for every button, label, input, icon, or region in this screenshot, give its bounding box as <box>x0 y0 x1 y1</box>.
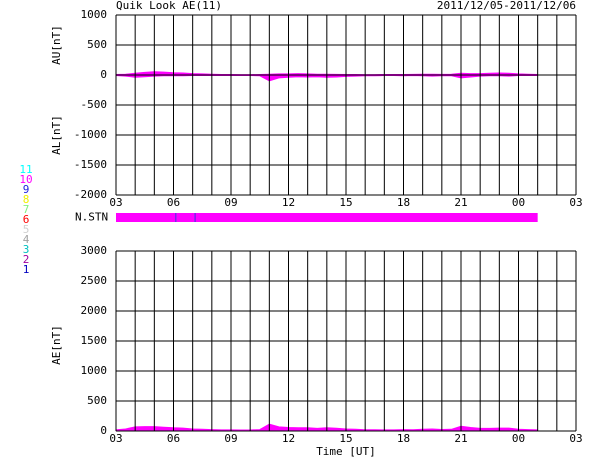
y-tick-label: -500 <box>81 98 108 111</box>
y-tick-label: 1000 <box>81 8 108 21</box>
station-segment <box>116 213 176 222</box>
y-tick-label: -1000 <box>74 128 107 141</box>
y-axis-label: AE[nT] <box>50 325 63 365</box>
legend-count: 9 <box>23 183 30 196</box>
y-tick-label: 1500 <box>81 334 108 347</box>
legend-count: 6 <box>23 213 30 226</box>
x-tick-label: 21 <box>454 432 467 445</box>
legend-count: 3 <box>23 243 30 256</box>
y-tick-label: 500 <box>87 394 107 407</box>
x-tick-label: 09 <box>224 196 237 209</box>
legend-count: 7 <box>23 203 30 216</box>
y-tick-label: 500 <box>87 38 107 51</box>
x-axis-label: Time [UT] <box>316 445 376 458</box>
x-tick-label: 00 <box>512 432 525 445</box>
y-tick-label: 1000 <box>81 364 108 377</box>
x-tick-label: 03 <box>569 196 582 209</box>
chart-title: Quik Look AE(11) <box>116 0 222 12</box>
legend-count: 4 <box>23 233 30 246</box>
y-tick-label: 0 <box>100 424 107 437</box>
x-tick-label: 00 <box>512 196 525 209</box>
x-tick-label: 12 <box>282 196 295 209</box>
station-segment <box>194 213 196 222</box>
y-axis-label: AU[nT] <box>50 25 63 65</box>
x-tick-label: 03 <box>109 196 122 209</box>
station-segment <box>176 213 195 222</box>
y-tick-label: 2500 <box>81 274 108 287</box>
data-area <box>115 71 539 76</box>
x-tick-label: 06 <box>167 432 180 445</box>
y-tick-label: -2000 <box>74 188 107 201</box>
station-segment <box>195 213 538 222</box>
stations-label: N.STN <box>75 211 108 224</box>
legend-count: 11 <box>19 163 32 176</box>
x-tick-label: 06 <box>167 196 180 209</box>
y-tick-label: 3000 <box>81 244 108 257</box>
data-area <box>115 423 539 432</box>
x-tick-label: 03 <box>569 432 582 445</box>
station-segment <box>175 213 177 222</box>
legend-count: 2 <box>23 253 30 266</box>
x-tick-label: 09 <box>224 432 237 445</box>
x-tick-label: 12 <box>282 432 295 445</box>
x-tick-label: 03 <box>109 432 122 445</box>
legend-count: 10 <box>19 173 32 186</box>
y-axis-label: AL[nT] <box>50 115 63 155</box>
x-tick-label: 15 <box>339 196 352 209</box>
y-tick-label: 2000 <box>81 304 108 317</box>
y-tick-label: -1500 <box>74 158 107 171</box>
x-tick-label: 21 <box>454 196 467 209</box>
x-tick-label: 18 <box>397 196 410 209</box>
x-tick-label: 18 <box>397 432 410 445</box>
legend-count: 1 <box>23 263 30 276</box>
x-tick-label: 15 <box>339 432 352 445</box>
legend-count: 5 <box>23 223 30 236</box>
legend-count: 8 <box>23 193 30 206</box>
chart-subtitle: 2011/12/05-2011/12/06 <box>437 0 576 12</box>
y-tick-label: 0 <box>100 68 107 81</box>
